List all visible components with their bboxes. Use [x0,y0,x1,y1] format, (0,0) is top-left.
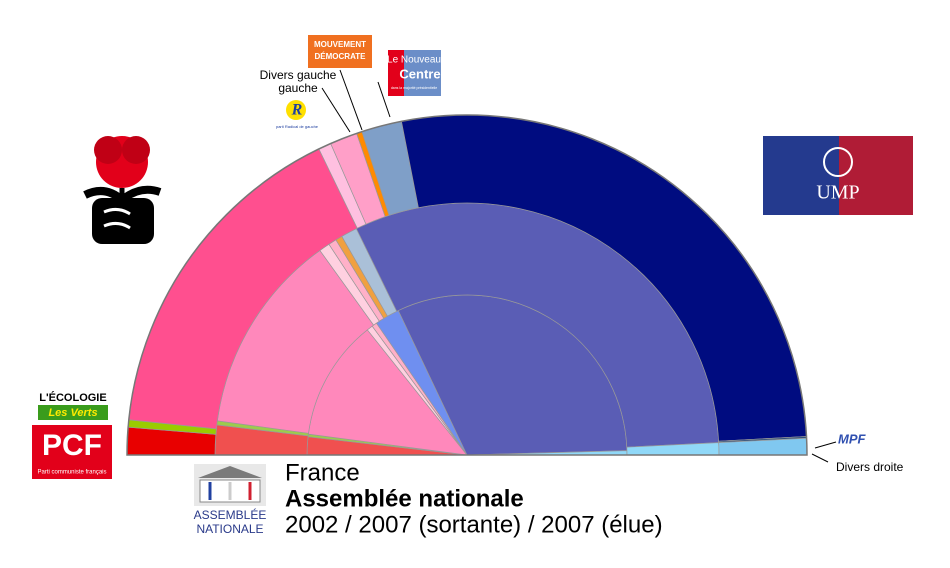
nc-logo: Le Nouveau Centre dans la majorité prési… [387,50,441,96]
an-top: ASSEMBLÉE [194,507,267,522]
outline [126,114,808,456]
verts-bottom: Les Verts [48,407,97,419]
pcf-label: PCF [42,429,102,462]
chart-subtitle: Assemblée nationale [285,485,524,512]
verts-top: L'ÉCOLOGIE [39,391,106,404]
pcf-sub: Parti communiste français [37,470,106,476]
an-logo: ASSEMBLÉE NATIONALE [194,464,267,536]
modem-bottom: DÉMOCRATE [315,52,367,61]
chart-caption: 2002 / 2007 (sortante) / 2007 (élue) [285,511,663,538]
prg-label: parti Radical de gauche [276,124,319,129]
prg-logo: R parti Radical de gauche [276,100,319,129]
mpf-label: MPF [838,431,867,446]
chart-title: France [285,459,360,486]
nc-bottom: Centre [399,66,440,81]
rings [126,114,808,456]
ps-logo [83,136,162,244]
callouts [321,69,837,463]
annotation: Divers droite [836,460,904,474]
modem-top: MOUVEMENT [314,40,366,49]
annotation: Divers gauche [260,68,337,82]
nc-sub: dans la majorité présidentielle [391,86,437,90]
ump-label: UMP [816,182,859,204]
svg-text:gauche: gauche [278,81,318,95]
ump-logo: UMP [763,136,913,215]
nc-top: Le Nouveau [387,55,441,66]
an-bottom: NATIONALE [196,522,263,536]
pcf-logo: PCF Parti communiste français [32,425,112,479]
svg-text:R: R [291,102,303,119]
verts-logo: L'ÉCOLOGIE Les Verts [38,391,108,420]
modem-logo: MOUVEMENT DÉMOCRATE [308,35,372,68]
